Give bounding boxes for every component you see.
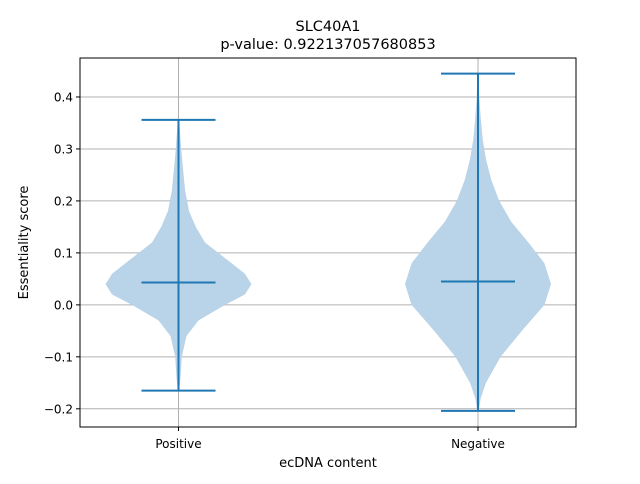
x-ticks: Positive Negative: [155, 427, 505, 451]
violins: [105, 72, 551, 412]
chart-title: SLC40A1: [295, 19, 360, 35]
y-tick-label: 0.1: [54, 246, 73, 260]
y-tick-label: −0.2: [44, 402, 73, 416]
x-axis-label: ecDNA content: [279, 456, 377, 471]
x-tick-label: Positive: [155, 437, 201, 451]
x-tick-label: Negative: [451, 437, 505, 451]
plot-frame: [79, 57, 577, 428]
y-tick-label: 0.2: [54, 194, 73, 208]
y-tick-label: 0.4: [54, 90, 73, 104]
chart-subtitle: p-value: 0.922137057680853: [220, 37, 435, 53]
y-tick-label: 0.3: [54, 142, 73, 156]
y-ticks: −0.2 −0.1 0.0 0.1 0.2 0.3 0.4: [44, 90, 80, 416]
y-tick-label: −0.1: [44, 350, 73, 364]
y-axis-label: Essentiality score: [17, 186, 32, 300]
y-tick-label: 0.0: [54, 298, 73, 312]
